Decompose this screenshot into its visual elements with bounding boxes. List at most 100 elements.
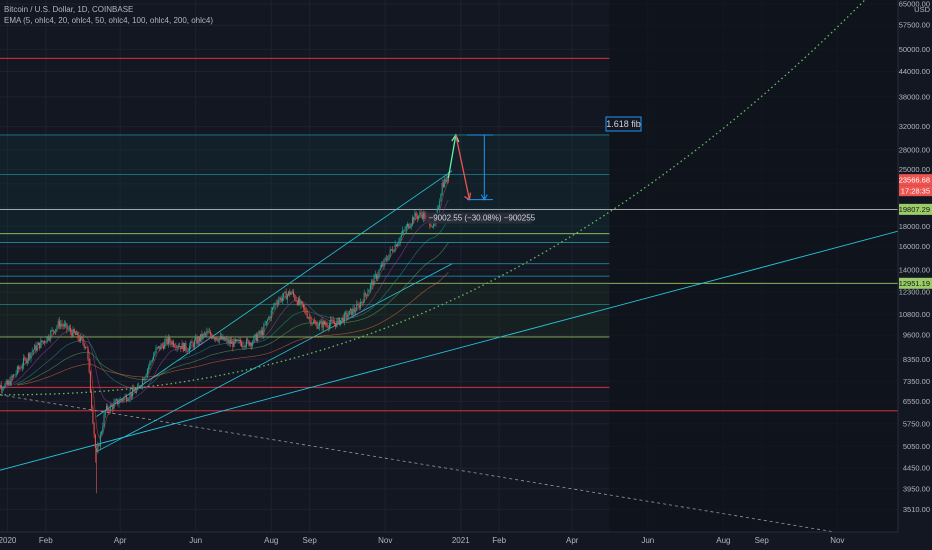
candle-body[interactable] (408, 223, 410, 229)
candle-body[interactable] (212, 338, 214, 339)
ema-line[interactable] (13, 219, 449, 389)
candle-body[interactable] (53, 331, 55, 333)
candle-body[interactable] (447, 175, 449, 181)
candle-body[interactable] (274, 303, 276, 307)
candle-body[interactable] (324, 321, 326, 325)
candle-body[interactable] (326, 324, 328, 327)
candle-body[interactable] (208, 331, 210, 333)
candle-body[interactable] (71, 331, 73, 337)
candle-body[interactable] (112, 405, 114, 409)
candle-body[interactable] (385, 258, 387, 260)
candle-body[interactable] (279, 297, 281, 301)
candle-body[interactable] (245, 339, 247, 347)
candle-body[interactable] (338, 318, 340, 325)
candle-body[interactable] (350, 308, 352, 311)
candle-body[interactable] (226, 338, 228, 340)
candle-body[interactable] (72, 329, 74, 337)
candle-body[interactable] (237, 339, 239, 341)
candle-body[interactable] (132, 388, 134, 397)
candle-body[interactable] (372, 281, 374, 286)
candle-body[interactable] (388, 254, 390, 260)
candle-body[interactable] (265, 321, 267, 325)
candle-body[interactable] (145, 374, 147, 378)
candle-body[interactable] (193, 340, 195, 347)
candle-body[interactable] (113, 402, 115, 409)
candle-body[interactable] (11, 376, 13, 378)
candle-body[interactable] (291, 291, 293, 293)
candle-body[interactable] (400, 234, 402, 238)
ema-indicator-label[interactable]: EMA (5, ohlc4, 20, ohlc4, 50, ohlc4, 100… (4, 16, 214, 25)
candle-body[interactable] (327, 326, 329, 328)
candle-body[interactable] (259, 331, 261, 334)
candle-body[interactable] (151, 360, 153, 362)
candle-body[interactable] (45, 341, 47, 343)
candle-body[interactable] (80, 336, 82, 342)
candle-body[interactable] (58, 320, 60, 327)
candle-body[interactable] (218, 338, 220, 342)
candle-body[interactable] (248, 340, 250, 346)
candle-body[interactable] (392, 249, 394, 252)
candle-body[interactable] (143, 378, 145, 381)
candle-body[interactable] (103, 414, 105, 427)
candle-body[interactable] (384, 258, 386, 260)
candle-body[interactable] (47, 336, 49, 340)
candle-body[interactable] (249, 343, 251, 346)
candle-body[interactable] (374, 274, 376, 276)
candle-body[interactable] (253, 336, 255, 342)
candle-body[interactable] (409, 226, 411, 229)
candle-body[interactable] (0, 385, 2, 390)
candle-body[interactable] (196, 337, 198, 344)
candle-body[interactable] (98, 444, 100, 447)
candle-body[interactable] (21, 365, 23, 368)
candle-body[interactable] (257, 335, 259, 341)
candle-body[interactable] (307, 317, 309, 319)
candle-body[interactable] (67, 329, 69, 330)
candle-body[interactable] (397, 243, 399, 247)
candle-body[interactable] (231, 341, 233, 344)
long-trend-line[interactable] (0, 230, 898, 471)
candle-body[interactable] (294, 295, 296, 300)
candle-body[interactable] (149, 361, 151, 367)
candle-body[interactable] (55, 328, 57, 333)
candle-body[interactable] (420, 212, 422, 215)
candle-body[interactable] (34, 345, 36, 351)
time-axis[interactable]: 2020 Feb Apr Jun Aug Sep Nov 2021 Feb Apr Jun Aug Se… (0, 531, 932, 550)
candle-body[interactable] (65, 323, 67, 325)
candle-body[interactable] (446, 175, 448, 183)
candle-body[interactable] (222, 336, 224, 340)
candle-body[interactable] (19, 367, 21, 369)
candle-body[interactable] (201, 334, 203, 339)
candle-body[interactable] (423, 212, 425, 219)
candle-body[interactable] (421, 214, 423, 219)
candle-body[interactable] (311, 323, 313, 325)
candle-body[interactable] (161, 344, 163, 346)
candle-body[interactable] (264, 324, 266, 326)
level-price-label-2[interactable]: 12951.19 (899, 279, 930, 288)
candle-body[interactable] (63, 324, 65, 327)
candle-body[interactable] (164, 341, 166, 349)
candle-body[interactable] (14, 374, 16, 376)
candle-body[interactable] (96, 448, 98, 452)
candle-body[interactable] (138, 385, 140, 387)
candle-body[interactable] (419, 212, 421, 216)
candle-body[interactable] (215, 338, 217, 340)
candle-body[interactable] (52, 329, 54, 332)
candle-body[interactable] (255, 334, 257, 341)
candle-body[interactable] (241, 343, 243, 347)
candle-body[interactable] (66, 323, 68, 330)
candle-body[interactable] (120, 399, 122, 400)
symbol-title[interactable]: Bitcoin / U.S. Dollar, 1D, COINBASE (4, 5, 134, 14)
candle-body[interactable] (295, 299, 297, 302)
candle-body[interactable] (331, 319, 333, 321)
candle-body[interactable] (242, 346, 244, 347)
candle-body[interactable] (148, 366, 150, 370)
candle-body[interactable] (368, 289, 370, 293)
candle-body[interactable] (207, 331, 209, 333)
candle-body[interactable] (107, 405, 109, 411)
candle-body[interactable] (244, 346, 246, 348)
candle-body[interactable] (284, 291, 286, 293)
candle-body[interactable] (44, 341, 46, 343)
candle-body[interactable] (373, 275, 375, 286)
parabolic-dotted-curve[interactable] (0, 0, 896, 396)
